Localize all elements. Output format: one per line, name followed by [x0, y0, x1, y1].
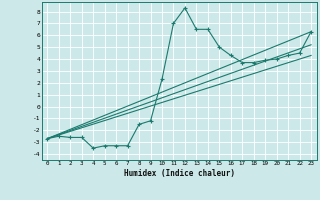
X-axis label: Humidex (Indice chaleur): Humidex (Indice chaleur): [124, 169, 235, 178]
